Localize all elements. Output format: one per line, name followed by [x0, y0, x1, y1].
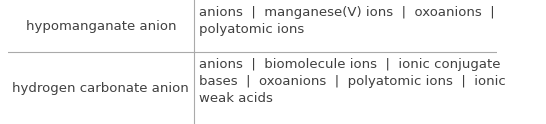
Bar — [8, 52, 496, 124]
Bar — [8, 0, 496, 52]
Text: hypomanganate anion: hypomanganate anion — [26, 20, 176, 32]
Text: anions  |  manganese(V) ions  |  oxoanions  |
polyatomic ions: anions | manganese(V) ions | oxoanions |… — [199, 6, 495, 36]
Text: hydrogen carbonate anion: hydrogen carbonate anion — [13, 82, 189, 94]
Text: anions  |  biomolecule ions  |  ionic conjugate
bases  |  oxoanions  |  polyatom: anions | biomolecule ions | ionic conjug… — [199, 58, 506, 105]
